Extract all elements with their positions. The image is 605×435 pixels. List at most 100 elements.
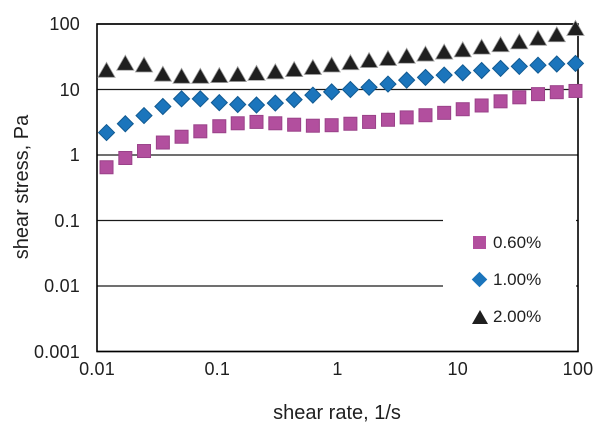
- data-point: [343, 116, 358, 131]
- data-point: [416, 45, 435, 62]
- data-point: [174, 129, 189, 144]
- data-point: [247, 64, 266, 81]
- x-tick-label: 0.01: [79, 359, 115, 379]
- data-point: [549, 85, 564, 100]
- data-point: [116, 115, 135, 133]
- data-point: [474, 98, 489, 113]
- data-point: [135, 106, 153, 125]
- data-point: [341, 53, 360, 71]
- data-point: [97, 61, 116, 78]
- data-point: [322, 83, 341, 101]
- data-point: [397, 71, 416, 89]
- data-point: [341, 80, 360, 99]
- data-point: [437, 105, 452, 120]
- data-point: [191, 67, 210, 84]
- triangle-marker-icon: [471, 308, 488, 325]
- data-point: [247, 96, 266, 114]
- plot-border: [96, 23, 579, 353]
- data-point: [118, 150, 133, 165]
- data-point: [154, 97, 172, 116]
- x-tick-label: 0.1: [204, 359, 231, 379]
- data-point: [472, 61, 491, 80]
- data-point: [491, 59, 510, 78]
- data-point: [528, 29, 548, 46]
- legend-label: 2.00%: [493, 306, 542, 326]
- data-point: [210, 66, 229, 83]
- data-point: [210, 93, 229, 112]
- data-point: [455, 102, 470, 117]
- data-point: [116, 54, 135, 71]
- data-point: [212, 119, 227, 134]
- data-point: [529, 56, 547, 74]
- data-point: [510, 57, 529, 76]
- data-point: [228, 65, 248, 82]
- data-point: [566, 54, 585, 73]
- data-point: [453, 41, 473, 58]
- data-point: [547, 25, 567, 43]
- data-point: [379, 75, 397, 93]
- data-point: [266, 62, 285, 80]
- data-point: [155, 135, 170, 150]
- x-tick-label: 1: [332, 359, 343, 379]
- diamond-marker-icon: [471, 271, 488, 288]
- data-point: [399, 110, 414, 125]
- data-point: [249, 114, 264, 129]
- data-point: [491, 35, 510, 53]
- data-point: [193, 124, 208, 139]
- data-point: [191, 90, 210, 108]
- y-tick-label: 0.01: [44, 276, 80, 296]
- y-tick-label: 1: [69, 145, 80, 165]
- data-point: [99, 160, 114, 175]
- data-point: [416, 68, 435, 87]
- data-point: [268, 116, 283, 131]
- data-point: [418, 108, 433, 123]
- y-tick-label: 0.001: [33, 341, 80, 362]
- data-point: [303, 58, 323, 75]
- series-squares: [99, 83, 583, 175]
- data-point: [97, 123, 116, 142]
- data-point: [359, 51, 379, 68]
- data-point: [322, 56, 341, 73]
- x-tick-label: 100: [562, 359, 594, 379]
- data-point: [266, 94, 285, 112]
- data-point: [324, 118, 339, 133]
- data-point: [230, 116, 245, 131]
- data-point: [172, 90, 191, 108]
- data-point: [493, 94, 508, 109]
- data-point: [454, 64, 472, 82]
- legend-label: 0.60%: [493, 232, 542, 252]
- data-point: [568, 83, 583, 98]
- data-point: [153, 65, 173, 82]
- series-diamonds: [97, 54, 585, 142]
- data-point: [304, 86, 322, 104]
- legend-item: 2.00%: [443, 298, 576, 335]
- y-tick-label: 10: [59, 79, 80, 100]
- data-point: [397, 47, 416, 64]
- data-point: [362, 114, 377, 129]
- data-point: [305, 118, 320, 133]
- data-point: [434, 43, 454, 60]
- data-point: [172, 67, 191, 84]
- legend-item: 1.00%: [443, 261, 576, 298]
- data-point: [510, 33, 529, 50]
- data-point: [378, 49, 398, 66]
- data-point: [435, 66, 453, 84]
- data-point: [134, 56, 154, 73]
- data-point: [472, 38, 491, 55]
- data-point: [229, 95, 247, 114]
- y-tick-label: 0.1: [54, 210, 80, 231]
- data-point: [284, 60, 304, 77]
- legend-item: 0.60%: [443, 224, 576, 261]
- data-point: [548, 55, 566, 73]
- data-point: [287, 117, 302, 132]
- series-triangles: [97, 19, 585, 84]
- data-point: [380, 112, 395, 127]
- data-point: [512, 90, 527, 105]
- legend-label: 1.00%: [493, 269, 542, 289]
- data-point: [285, 90, 303, 109]
- x-axis-title: shear rate, 1/s: [273, 402, 401, 424]
- data-point: [531, 87, 546, 102]
- square-marker-icon: [471, 234, 488, 251]
- legend: 0.60% 1.00% 2.00%: [443, 200, 576, 348]
- data-point: [566, 19, 585, 36]
